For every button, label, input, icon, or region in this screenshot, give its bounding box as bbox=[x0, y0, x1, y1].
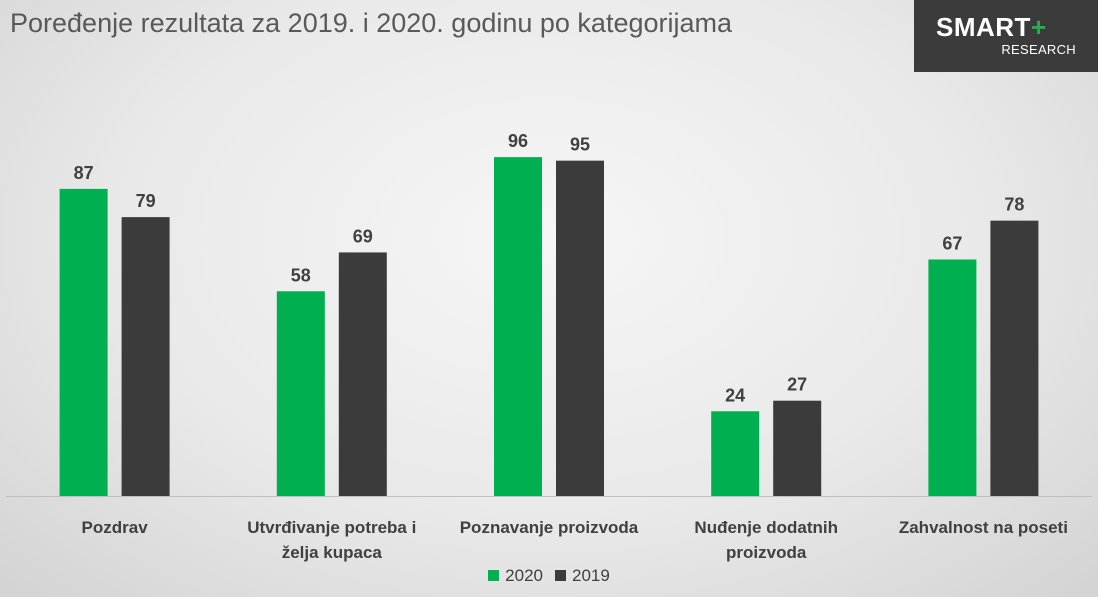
data-label: 27 bbox=[787, 375, 807, 395]
category-label-line: Zahvalnost na poseti bbox=[899, 518, 1068, 537]
category-label: Zahvalnost na poseti bbox=[899, 518, 1068, 537]
data-label: 87 bbox=[74, 163, 94, 183]
data-label: 67 bbox=[942, 233, 962, 253]
logo-subtitle: RESEARCH bbox=[1001, 42, 1076, 57]
data-label: 96 bbox=[508, 131, 528, 151]
logo-plus-icon: + bbox=[1030, 12, 1047, 42]
category-label-line: Nuđenje dodatnih bbox=[694, 518, 838, 537]
bar-2019 bbox=[556, 160, 604, 496]
data-label: 69 bbox=[353, 226, 373, 246]
category-label: Nuđenje dodatnih proizvoda bbox=[694, 518, 838, 562]
logo-main-text: SMART bbox=[936, 12, 1031, 42]
legend-label: 2020 bbox=[505, 566, 543, 585]
data-label: 58 bbox=[291, 265, 311, 285]
bar-2019 bbox=[773, 400, 822, 496]
bar-2020 bbox=[711, 411, 760, 496]
bar-2019 bbox=[990, 220, 1039, 496]
data-label: 79 bbox=[136, 191, 156, 211]
bar-2020 bbox=[928, 259, 977, 496]
smart-research-logo: SMART+ RESEARCH bbox=[914, 0, 1098, 72]
data-label: 24 bbox=[725, 385, 745, 405]
category-label-line: Pozdrav bbox=[82, 518, 149, 537]
category-label: Utvrđivanje potreba i želja kupaca bbox=[247, 518, 416, 562]
category-label-line: Utvrđivanje potreba i bbox=[247, 518, 416, 537]
legend-item-2019: 2019 bbox=[555, 566, 610, 586]
legend-label: 2019 bbox=[572, 566, 610, 585]
bar-2020 bbox=[494, 157, 542, 496]
bar-2019 bbox=[338, 252, 387, 496]
category-label: Poznavanje proizvoda bbox=[460, 518, 639, 537]
data-label: 95 bbox=[570, 135, 590, 155]
bar-2019 bbox=[121, 217, 170, 496]
chart-legend: 2020 2019 bbox=[0, 566, 1098, 586]
logo-wordmark: SMART+ bbox=[936, 12, 1047, 43]
category-label-line: želja kupaca bbox=[282, 543, 383, 562]
data-label: 78 bbox=[1004, 195, 1024, 215]
bar-2020 bbox=[59, 188, 108, 496]
category-label-line: Poznavanje proizvoda bbox=[460, 518, 639, 537]
category-label-line: proizvoda bbox=[726, 543, 807, 562]
category-label: Pozdrav bbox=[82, 518, 149, 537]
legend-swatch bbox=[488, 570, 500, 581]
legend-swatch bbox=[555, 570, 566, 581]
bar-2020 bbox=[276, 291, 325, 496]
legend-item-2020: 2020 bbox=[488, 566, 543, 586]
chart-title: Poređenje rezultata za 2019. i 2020. god… bbox=[10, 8, 732, 38]
